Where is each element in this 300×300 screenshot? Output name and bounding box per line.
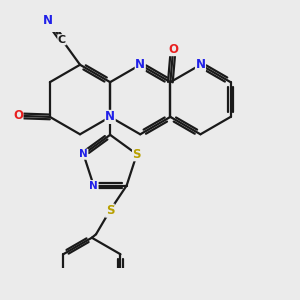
Text: O: O xyxy=(13,109,23,122)
Text: N: N xyxy=(105,110,115,123)
Text: N: N xyxy=(135,58,145,71)
Text: C: C xyxy=(58,35,66,45)
Text: N: N xyxy=(79,149,88,159)
Text: N: N xyxy=(89,181,98,190)
Text: S: S xyxy=(133,148,141,161)
Text: S: S xyxy=(106,204,114,217)
Text: N: N xyxy=(196,58,206,71)
Text: N: N xyxy=(43,14,53,27)
Text: O: O xyxy=(168,43,178,56)
